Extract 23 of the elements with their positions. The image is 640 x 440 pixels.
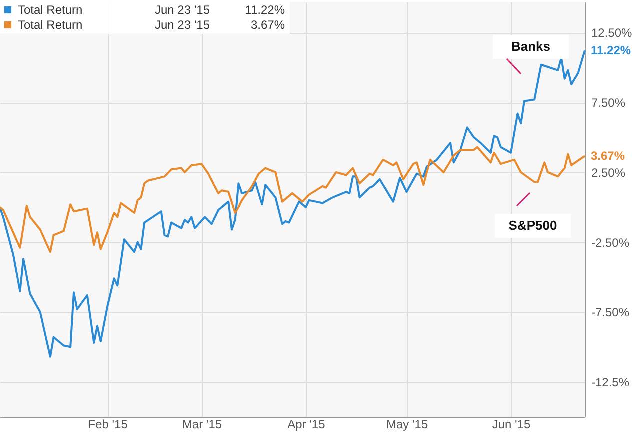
annotation: Banks bbox=[511, 39, 551, 54]
line-series bbox=[0, 50, 586, 358]
x-tick-label: May '15 bbox=[386, 418, 428, 432]
legend-label: Total Return bbox=[18, 18, 83, 32]
y-tick-label: 12.50% bbox=[592, 26, 633, 40]
y-tick-label: 7.50% bbox=[592, 96, 626, 110]
y-tick-label: -2.50% bbox=[592, 236, 630, 250]
x-tick-label: Apr '15 bbox=[288, 418, 326, 432]
y-tick-label: -12.5% bbox=[592, 376, 630, 390]
y-tick-label: 2.50% bbox=[592, 166, 626, 180]
annotation: S&P500 bbox=[508, 218, 558, 233]
annotation: 3.67% bbox=[250, 18, 286, 32]
y-tick-label: -7.50% bbox=[592, 306, 630, 320]
annotation: Jun 23 '15 bbox=[155, 3, 210, 17]
x-tick-label: Jun '15 bbox=[492, 418, 532, 432]
annotation: Jun 23 '15 bbox=[155, 18, 210, 32]
x-tick-label: Mar '15 bbox=[182, 418, 222, 432]
annotation: 11.22% bbox=[245, 3, 286, 17]
legend-label: Total Return bbox=[18, 3, 83, 17]
x-tick-label: Feb '15 bbox=[88, 418, 128, 432]
data-label: 3.67% bbox=[591, 149, 626, 164]
data-label: 11.22% bbox=[591, 44, 632, 58]
line-series bbox=[0, 146, 586, 254]
